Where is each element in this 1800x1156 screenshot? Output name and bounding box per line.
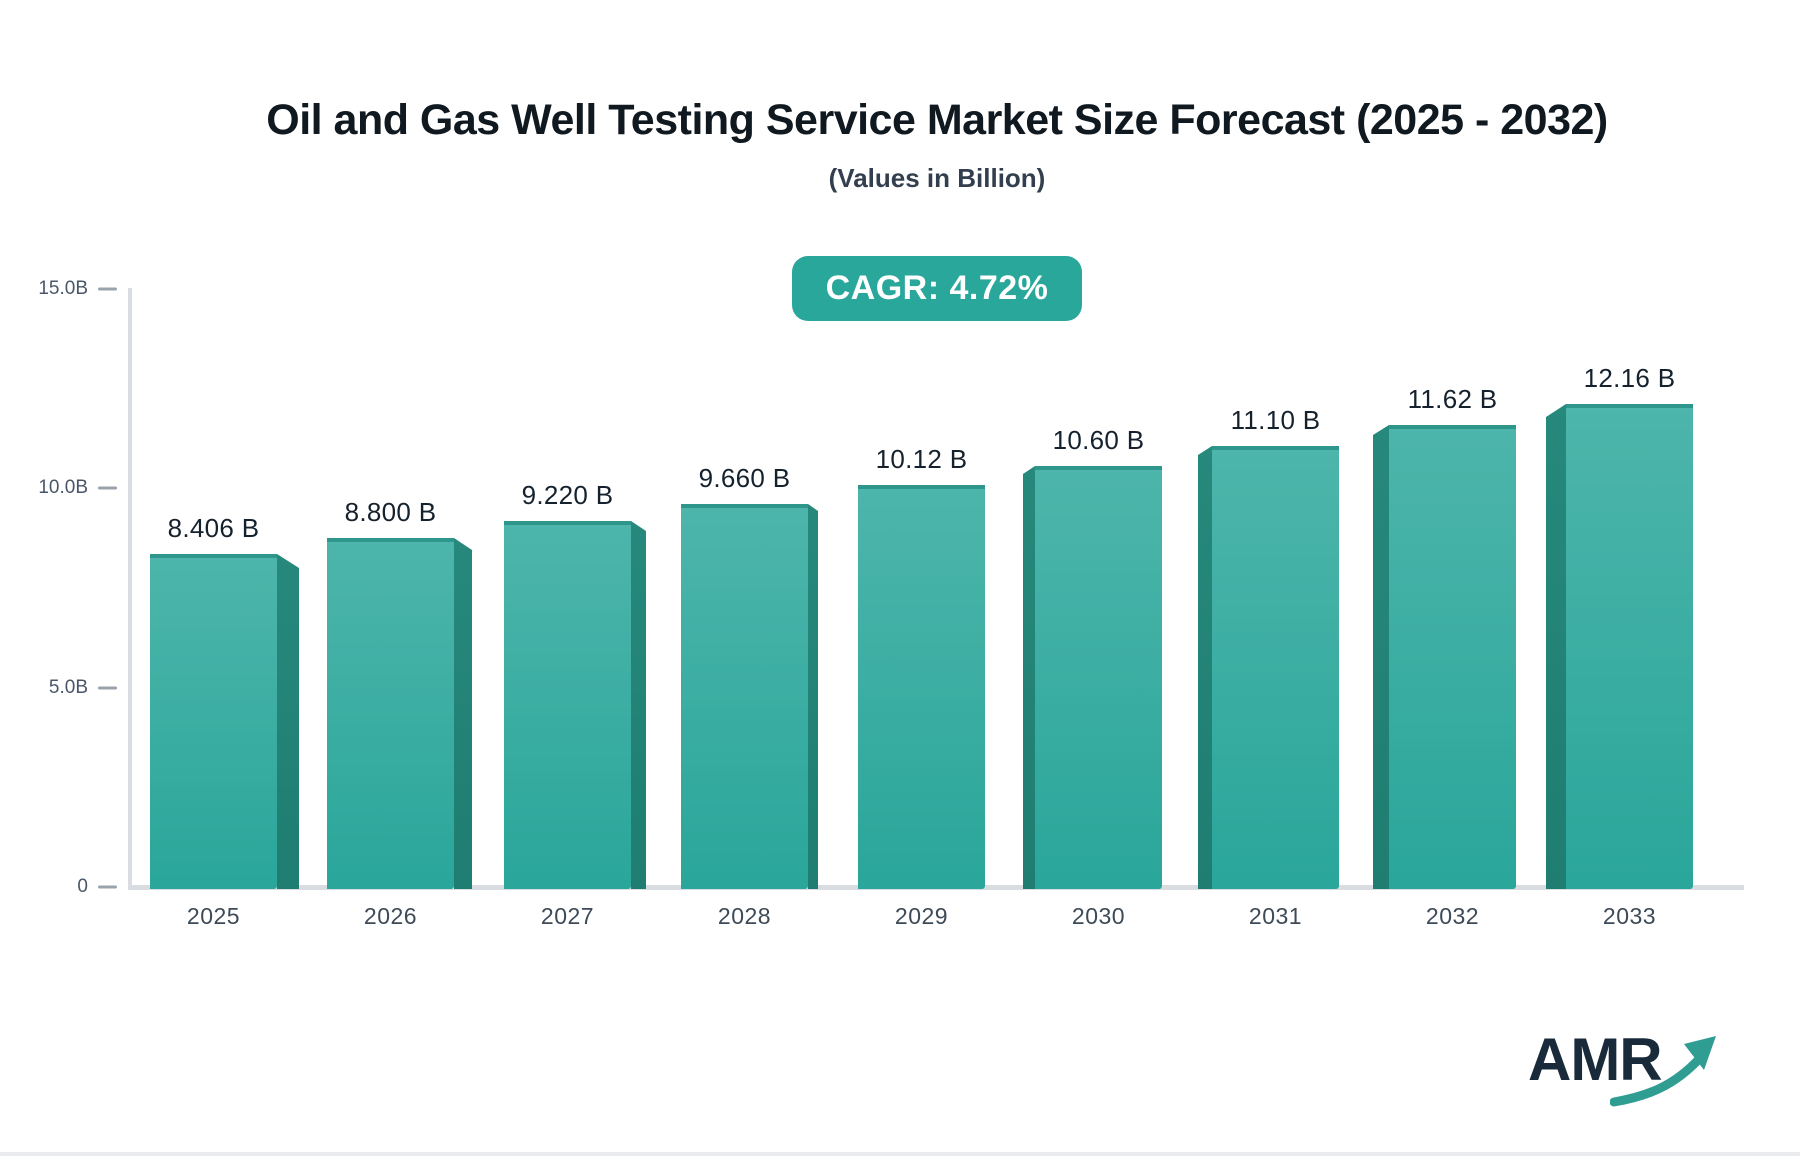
bar-face [327, 538, 454, 889]
chart-title: Oil and Gas Well Testing Service Market … [266, 96, 1608, 144]
chart-subtitle: (Values in Billion) [828, 163, 1046, 193]
bar-value-label: 10.60 B [1052, 425, 1145, 455]
bar-face [150, 554, 277, 889]
bar-value-label: 8.800 B [344, 497, 437, 527]
plot-area: 8.406 B 8.800 B 9.220 B 9.660 B 10.12 B 10.60… [130, 283, 1744, 889]
bar-value-label: 11.10 B [1230, 405, 1321, 435]
y-tick-dash [98, 287, 117, 290]
x-tick-label: 2025 [186, 903, 241, 929]
bar-side [1198, 446, 1212, 889]
amr-logo-arrow-icon [1610, 1036, 1716, 1107]
y-tick-dash [98, 885, 117, 889]
bar-face [1389, 425, 1516, 889]
bar-value-label: 12.16 B [1583, 363, 1676, 393]
cagr-badge: CAGR: 4.72% [791, 256, 1083, 321]
bar-value-label: 10.12 B [875, 444, 968, 474]
bar-side [808, 504, 818, 889]
x-tick-label: 2029 [894, 903, 949, 929]
bar-side [1546, 404, 1566, 889]
bar-value-label: 8.406 B [167, 513, 260, 543]
amr-logo: AMR [1528, 1030, 1738, 1114]
y-tick-label: 5.0B [48, 676, 88, 698]
bar-face [1212, 446, 1339, 889]
bar-value-label: 9.220 B [521, 480, 614, 510]
bar-face [1035, 466, 1162, 889]
x-tick-label: 2032 [1425, 903, 1480, 929]
bar-face [858, 485, 985, 889]
x-tick-label: 2027 [540, 903, 595, 929]
x-tick-label: 2028 [717, 903, 772, 929]
y-tick-label: 10.0B [38, 477, 88, 498]
y-tick-label: 15.0B [38, 277, 88, 299]
y-tick-label: 0 [77, 876, 88, 897]
x-tick-label: 2030 [1071, 903, 1126, 929]
bottom-edge [0, 1152, 1800, 1156]
bar-side [277, 554, 299, 889]
bar-side [1373, 425, 1389, 889]
x-tick-label: 2031 [1248, 903, 1303, 929]
y-tick-dash [98, 486, 117, 490]
bar-face [504, 521, 631, 889]
bar-face [1566, 404, 1693, 889]
x-tick-label: 2026 [363, 903, 418, 929]
bar-side [454, 538, 472, 889]
y-axis: 0 5.0B 10.0B 15.0B [0, 0, 130, 1156]
x-tick-label: 2033 [1602, 903, 1657, 929]
amr-logo-text: AMR [1528, 1026, 1663, 1093]
bar-value-label: 11.62 B [1407, 384, 1498, 414]
y-tick-dash [98, 686, 117, 689]
y-axis-line [128, 288, 132, 889]
bar-value-label: 9.660 B [698, 463, 791, 493]
bar-side [631, 521, 646, 889]
cagr-badge-row: CAGR: 4.72% [130, 256, 1744, 321]
bar-side [1023, 466, 1035, 889]
bar-face [681, 504, 808, 889]
